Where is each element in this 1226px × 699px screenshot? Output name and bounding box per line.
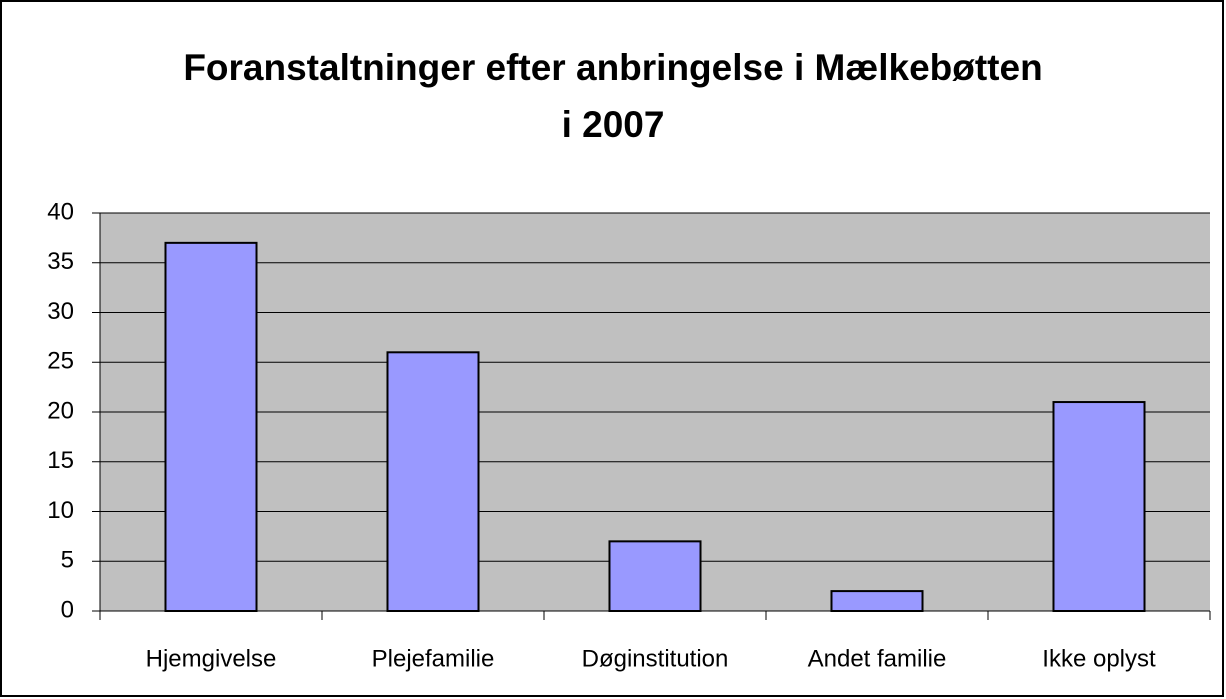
- x-tick-label: Andet familie: [808, 645, 947, 672]
- y-tick-label: 30: [47, 298, 74, 325]
- bar: [386, 351, 480, 612]
- chart-title: i 2007: [562, 104, 665, 145]
- y-tick-label: 35: [47, 248, 74, 275]
- y-tick-label: 20: [47, 397, 74, 424]
- x-tick-label: Plejefamilie: [372, 645, 495, 672]
- chart-title: Foranstaltninger efter anbringelse i Mæl…: [183, 47, 1042, 88]
- y-tick-label: 0: [61, 596, 74, 623]
- bar: [608, 540, 702, 612]
- y-tick-label: 40: [47, 198, 74, 225]
- y-tick-label: 5: [61, 547, 74, 574]
- x-tick-label: Døginstitution: [582, 645, 729, 672]
- bar: [164, 241, 258, 612]
- x-tick-label: Ikke oplyst: [1042, 645, 1156, 672]
- bar: [1052, 401, 1146, 612]
- bar: [830, 590, 924, 612]
- y-tick-label: 10: [47, 497, 74, 524]
- y-tick-label: 15: [47, 447, 74, 474]
- x-tick-label: Hjemgivelse: [146, 645, 277, 672]
- y-tick-label: 25: [47, 348, 74, 375]
